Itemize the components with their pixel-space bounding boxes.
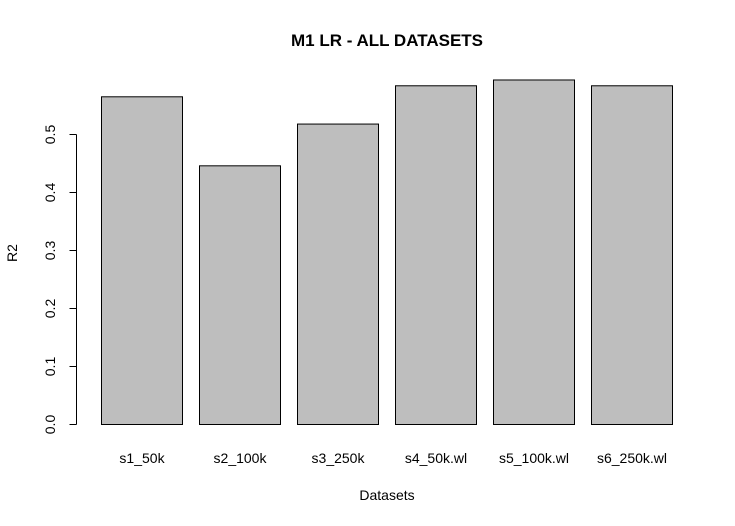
x-tick-label: s1_50k	[119, 450, 165, 466]
x-tick-label: s3_250k	[312, 450, 366, 466]
x-tick-label: s6_250k.wl	[597, 450, 667, 466]
y-tick-label: 0.4	[42, 183, 58, 203]
y-tick-label: 0.3	[42, 241, 58, 261]
bars-group	[101, 79, 673, 426]
x-tick-label: s2_100k	[214, 450, 268, 466]
bar-s4_50k.wl	[395, 85, 477, 425]
bar-s1_50k	[101, 96, 183, 426]
y-axis-label: R2	[4, 244, 20, 262]
bar-s2_100k	[199, 165, 281, 425]
y-tick-label: 0.2	[42, 299, 58, 319]
chart-title: M1 LR - ALL DATASETS	[291, 31, 483, 50]
x-axis-label: Datasets	[359, 487, 414, 503]
y-axis: 0.0 0.1 0.2 0.3 0.4 0.5	[42, 125, 77, 435]
y-tick-label: 0.5	[42, 125, 58, 145]
bar-s3_250k	[297, 123, 379, 425]
bar-s6_250k.wl	[591, 85, 673, 425]
x-tick-label: s5_100k.wl	[499, 450, 569, 466]
x-tick-label: s4_50k.wl	[405, 450, 467, 466]
y-tick-label: 0.0	[42, 415, 58, 435]
bar-s5_100k.wl	[493, 79, 575, 425]
y-tick-label: 0.1	[42, 357, 58, 377]
x-axis-tick-labels: s1_50k s2_100k s3_250k s4_50k.wl s5_100k.wl s…	[119, 450, 667, 466]
